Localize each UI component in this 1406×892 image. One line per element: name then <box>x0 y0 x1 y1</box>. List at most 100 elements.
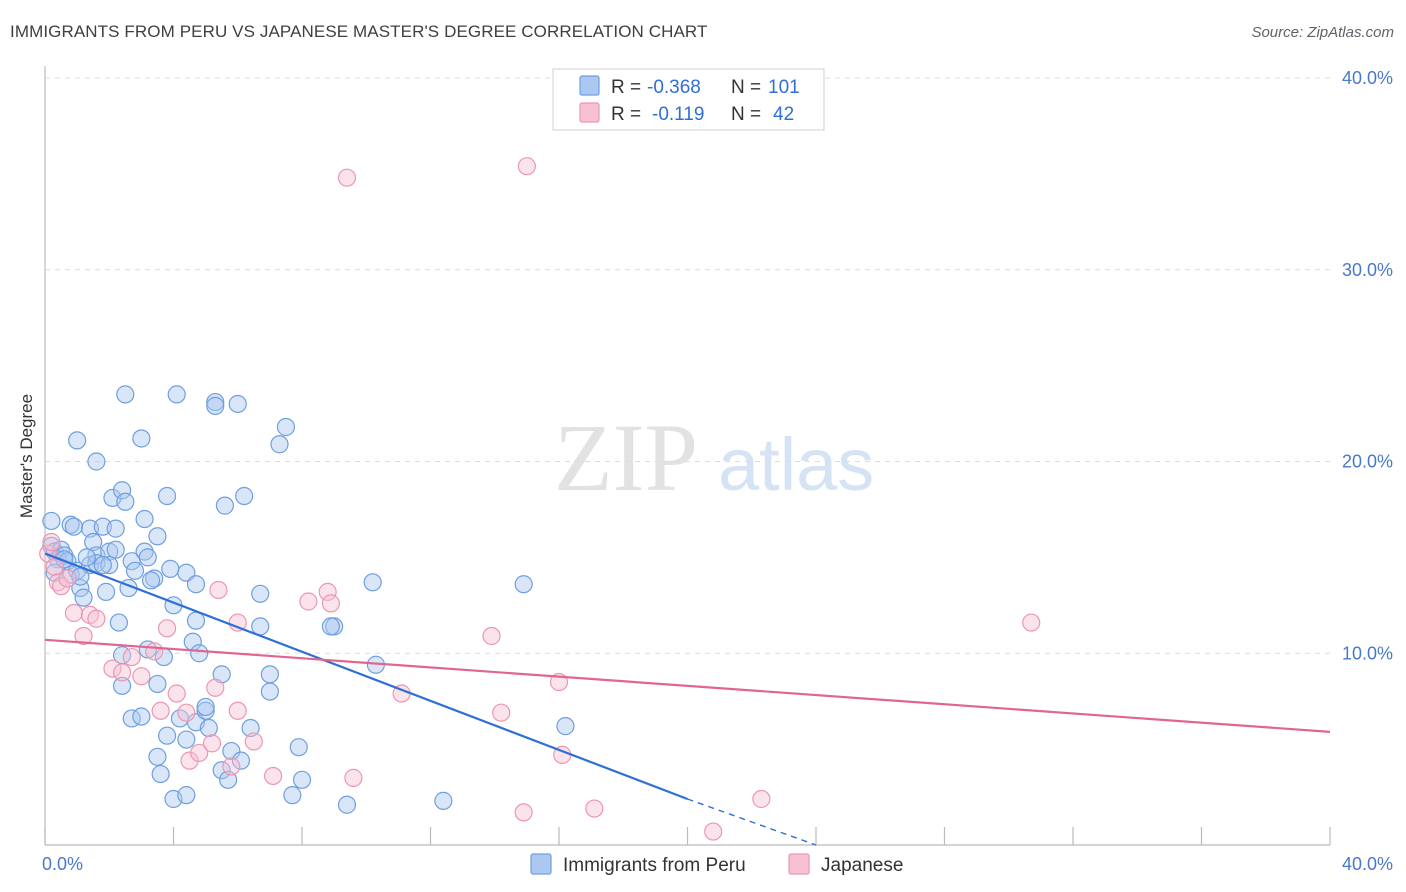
point-japanese-29 <box>299 592 318 611</box>
y-tick-label-0: 10.0% <box>1342 643 1393 663</box>
point-peru-80 <box>241 718 260 738</box>
point-japanese-33 <box>344 768 363 787</box>
point-japanese-17 <box>167 684 186 703</box>
point-japanese-1 <box>42 532 61 552</box>
point-peru-56 <box>112 676 132 695</box>
point-japanese-19 <box>180 751 199 770</box>
point-japanese-43 <box>752 789 771 809</box>
point-japanese-6 <box>64 603 84 623</box>
point-peru-99 <box>141 571 161 590</box>
point-peru-93 <box>556 717 575 736</box>
point-japanese-32 <box>337 168 357 187</box>
trend-japanese <box>44 638 1331 733</box>
point-peru-77 <box>219 770 238 789</box>
point-peru-83 <box>289 738 308 757</box>
point-peru-52 <box>251 584 270 603</box>
trend-peru-solid <box>44 552 688 801</box>
point-japanese-14 <box>145 642 164 661</box>
point-japanese-41 <box>585 799 604 818</box>
point-peru-23 <box>109 613 128 632</box>
point-japanese-44 <box>1022 613 1041 632</box>
point-peru-71 <box>190 644 209 663</box>
point-peru-31 <box>132 429 151 448</box>
point-peru-62 <box>148 747 167 766</box>
point-peru-74 <box>199 718 218 738</box>
point-peru-68 <box>177 730 196 749</box>
point-peru-81 <box>260 682 279 701</box>
axes <box>44 66 1331 846</box>
legend-r-label-1: R = <box>611 77 641 98</box>
bottom-legend-swatch-pink <box>788 853 810 875</box>
point-peru-47 <box>206 392 225 412</box>
y-tick-label-2: 30.0% <box>1342 260 1393 280</box>
point-peru-43 <box>167 385 186 404</box>
point-japanese-35 <box>482 626 501 646</box>
source-label: Source: ZipAtlas.com <box>1251 24 1394 41</box>
point-peru-12 <box>74 588 93 607</box>
point-peru-46 <box>186 611 206 630</box>
y-axis-title: Master's Degree <box>17 394 36 518</box>
point-peru-79 <box>231 751 251 770</box>
point-japanese-15 <box>151 701 170 720</box>
legend-n-value-1: 101 <box>768 77 800 98</box>
point-japanese-23 <box>209 580 228 600</box>
point-peru-21 <box>100 555 119 575</box>
bottom-legend-label-2: Japanese <box>821 855 903 876</box>
legend-n-value-2: 42 <box>773 104 794 125</box>
point-peru-89 <box>363 573 382 592</box>
point-peru-45 <box>186 575 206 594</box>
point-peru-100 <box>64 517 84 536</box>
point-japanese-12 <box>122 647 141 667</box>
point-japanese-27 <box>244 732 263 751</box>
point-japanese-20 <box>190 743 209 763</box>
point-peru-26 <box>87 452 106 471</box>
point-peru-60 <box>148 674 167 694</box>
bottom-legend-swatch-blue <box>530 853 552 875</box>
legend-r-value-1: -0.368 <box>647 77 701 98</box>
point-peru-96 <box>77 548 96 567</box>
point-japanese-30 <box>318 582 337 601</box>
point-peru-98 <box>93 555 112 575</box>
point-peru-37 <box>138 548 157 567</box>
trend-peru-dashed <box>687 798 817 846</box>
point-peru-82 <box>260 665 279 684</box>
point-peru-58 <box>132 707 151 726</box>
point-peru-67 <box>177 786 196 805</box>
point-peru-40 <box>157 486 177 506</box>
point-peru-55 <box>270 435 289 454</box>
point-japanese-28 <box>263 766 283 786</box>
point-peru-92 <box>514 575 533 594</box>
point-peru-73 <box>196 697 215 717</box>
point-japanese-26 <box>228 701 247 720</box>
point-japanese-37 <box>514 803 533 822</box>
legend-n-label-2: N = <box>731 104 761 125</box>
point-japanese-5 <box>58 569 77 588</box>
point-japanese-31 <box>321 594 341 613</box>
legend-n-label-1: N = <box>731 77 761 98</box>
y-tick-label-1: 20.0% <box>1342 452 1393 472</box>
point-peru-64 <box>157 726 177 745</box>
legend-swatch-blue <box>579 75 600 96</box>
point-peru-51 <box>235 486 254 506</box>
point-peru-88 <box>337 795 357 814</box>
point-peru-48 <box>206 396 225 415</box>
point-peru-28 <box>112 481 132 500</box>
x-tick-label-0: 0.0% <box>42 854 83 874</box>
point-peru-72 <box>196 701 215 720</box>
watermark-zip: ZIP <box>554 404 698 511</box>
point-japanese-9 <box>87 609 106 628</box>
point-peru-97 <box>106 519 125 538</box>
point-peru-63 <box>151 764 170 784</box>
correlation-legend: R = -0.368 N = 101 R = -0.119 N = 42 <box>552 68 825 131</box>
point-peru-39 <box>148 527 167 546</box>
point-japanese-38 <box>517 157 536 176</box>
grid <box>45 77 1330 654</box>
point-peru-9 <box>61 515 80 534</box>
point-japanese-21 <box>202 734 222 753</box>
point-japanese-18 <box>177 703 196 722</box>
point-peru-8 <box>42 511 61 531</box>
point-peru-30 <box>116 385 135 404</box>
point-peru-76 <box>212 761 231 780</box>
point-japanese-24 <box>222 757 241 776</box>
